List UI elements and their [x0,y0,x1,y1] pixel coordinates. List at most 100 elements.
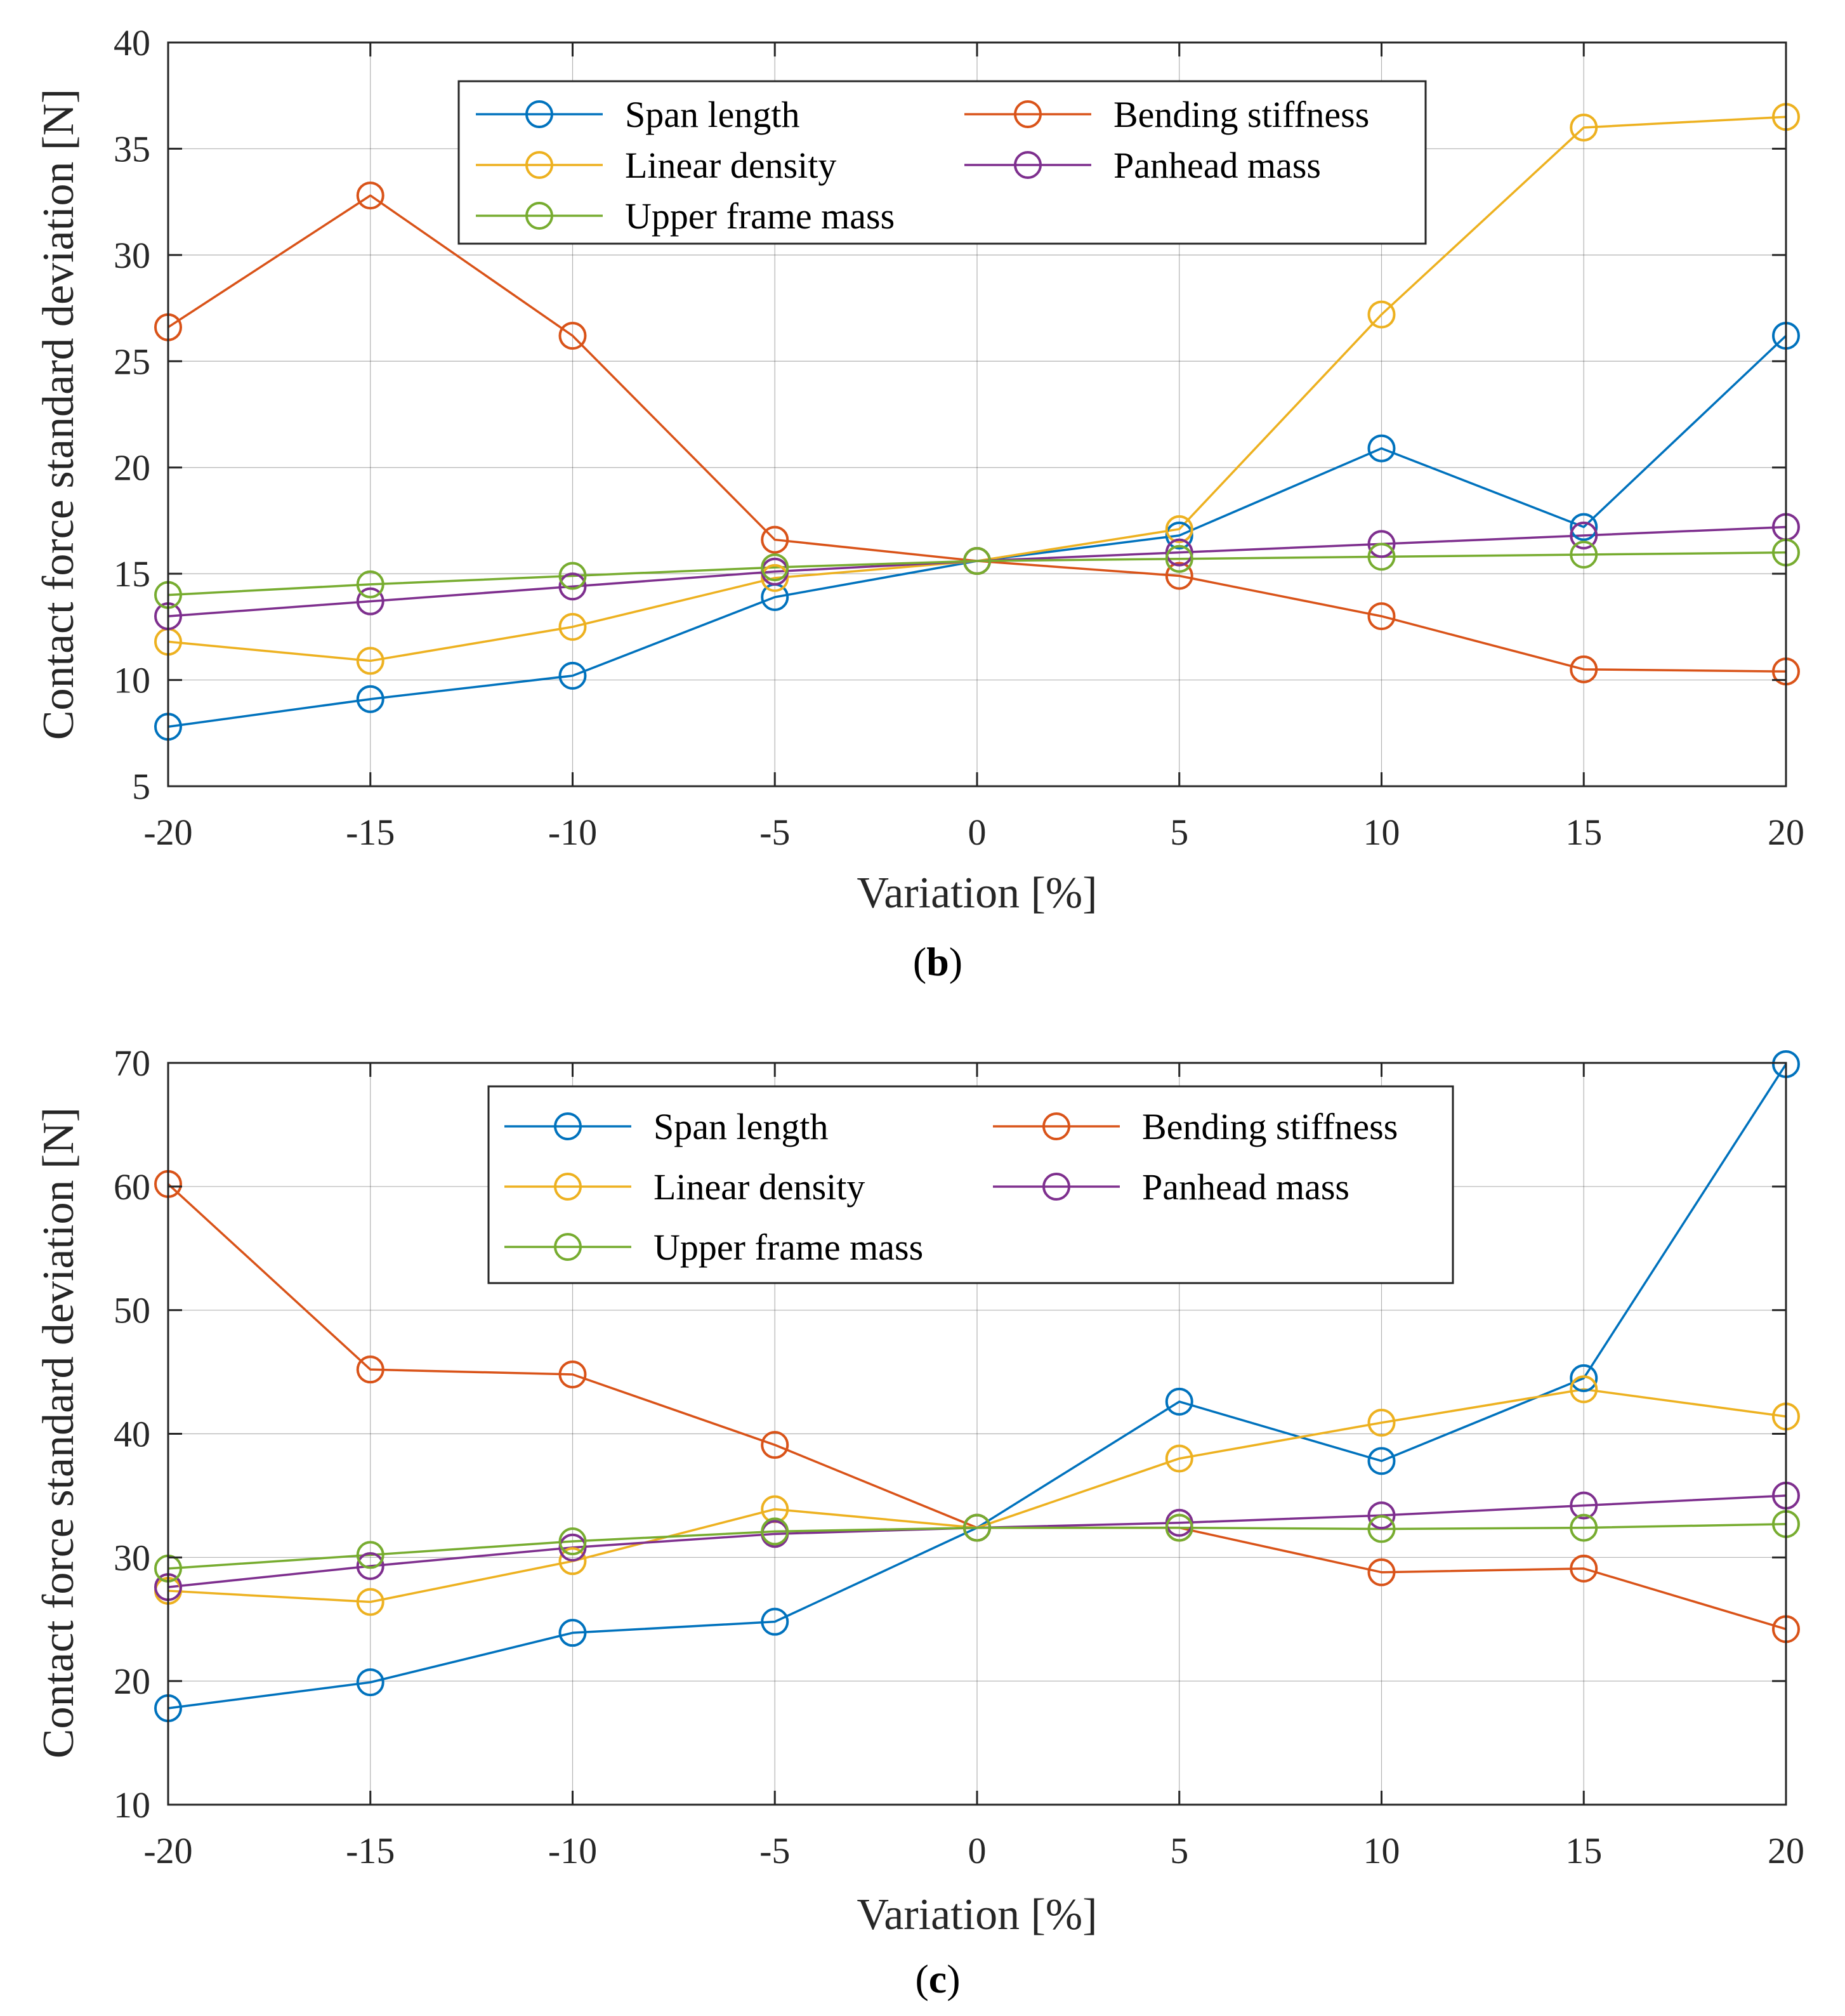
data-point-bending-stiffness [356,181,384,210]
data-point-linear-density [1367,300,1396,329]
data-point-linear-density [1165,515,1193,543]
y-axis-label-b: Contact force standard deviation [N] [34,89,83,740]
series-line-upper-frame-mass [167,551,1787,596]
data-point-panhead-mass [356,1552,384,1580]
x-tick-label: 5 [1170,812,1188,853]
data-point-upper-frame-mass [761,553,789,582]
legend-entry-bending-stiffness: Bending stiffness [964,94,1369,135]
x-tick-label: 0 [968,1830,987,1871]
y-tick-label: 10 [114,1784,150,1826]
legend-label-upper-frame-mass: Upper frame mass [625,195,895,237]
data-point-linear-density [761,563,789,592]
data-point-bending-stiffness [356,1355,384,1384]
data-point-linear-density [356,647,384,675]
data-point-bending-stiffness [558,322,587,350]
legend-marker-panhead-mass-c [1042,1173,1070,1201]
data-point-bending-stiffness [1570,655,1598,683]
legend-label-linear-density: Linear density [625,145,836,186]
y-tick-label: 60 [114,1166,150,1208]
data-point-bending-stiffness [1165,562,1193,590]
legend-label-panhead-mass: Panhead mass [1113,145,1321,186]
legend-entry-panhead-mass-c: Panhead mass [993,1166,1349,1208]
y-tick-label: 5 [132,766,150,807]
data-point-upper-frame-mass [1570,1513,1598,1542]
y-tick-label: 40 [114,22,150,63]
chart-panel-c: 10 20 30 40 50 60 70 -20 -15 -10 -5 0 5 10 15 20 Conta… [34,1043,1804,2001]
caption-b-close: ) [949,939,962,984]
data-point-upper-frame-mass [558,562,587,590]
x-tick-label: -10 [548,812,597,853]
caption-c: (c) [915,1956,960,2001]
data-point-bending-stiffness [558,1360,587,1388]
data-point-upper-frame-mass [963,547,991,576]
data-point-span-length [356,1668,384,1697]
legend-label-upper-frame-mass-c: Upper frame mass [653,1227,923,1268]
y-ticks-c: 10 20 30 40 50 60 70 [114,1043,1786,1826]
data-point-panhead-mass [1367,1501,1396,1530]
y-tick-label: 35 [114,128,150,169]
legend-marker-upper-frame-mass-c [554,1233,582,1261]
legend-marker-span-length [525,100,553,128]
x-axis-label-c: Variation [%] [857,1890,1097,1939]
legend-box-c [487,1085,1454,1284]
data-point-upper-frame-mass [558,1527,587,1556]
data-point-span-length [1367,434,1396,463]
y-tick-label: 70 [114,1043,150,1084]
data-point-upper-frame-mass [761,1517,789,1546]
data-point-upper-frame-mass [1367,1515,1396,1543]
legend-label-span-length-c: Span length [653,1106,828,1147]
x-tick-label: 5 [1170,1830,1188,1871]
data-point-bending-stiffness [761,1431,789,1459]
data-point-linear-density [356,1588,384,1616]
x-tick-label: 20 [1768,1830,1804,1871]
legend-marker-upper-frame-mass [525,202,553,230]
legend-marker-span-length-c [554,1112,582,1140]
x-ticks-c: -20 -15 -10 -5 0 5 10 15 20 [143,1063,1804,1871]
data-point-span-length [1570,1364,1598,1392]
series-group-b [154,103,1800,741]
legend-label-bending-stiffness: Bending stiffness [1113,94,1369,135]
y-tick-label: 15 [114,553,150,595]
data-point-panhead-mass [1570,1491,1598,1520]
data-point-linear-density [1165,1444,1193,1473]
x-tick-label: 20 [1768,812,1804,853]
legend-entry-linear-density: Linear density [476,145,836,186]
x-tick-label: -5 [759,1830,790,1871]
legend-b: Span length Bending stiffness Linear den… [457,80,1427,245]
legend-marker-linear-density-c [554,1173,582,1201]
x-tick-label: -20 [143,812,192,853]
data-point-linear-density [1570,113,1598,142]
x-tick-label: 10 [1363,1830,1400,1871]
y-tick-label: 20 [114,447,150,489]
legend-marker-panhead-mass [1014,151,1042,179]
data-point-linear-density [1570,1375,1598,1404]
data-point-span-length [761,1607,789,1636]
caption-c-close: ) [947,1956,960,2001]
data-point-upper-frame-mass [356,1541,384,1569]
data-point-span-length [1367,1447,1396,1475]
y-axis-label-c: Contact force standard deviation [N] [34,1107,83,1758]
legend-entry-bending-stiffness-c: Bending stiffness [993,1106,1398,1147]
data-point-bending-stiffness [1570,1554,1598,1583]
x-tick-label: 15 [1565,1830,1602,1871]
x-tick-label: -5 [759,812,790,853]
data-point-upper-frame-mass [963,1513,991,1542]
series-line-upper-frame-mass [167,1522,1787,1570]
y-tick-label: 50 [114,1290,150,1331]
legend-label-panhead-mass-c: Panhead mass [1142,1166,1349,1208]
legend-entry-panhead-mass: Panhead mass [964,145,1321,186]
legend-label-bending-stiffness-c: Bending stiffness [1142,1106,1398,1147]
series-group-c [154,1050,1800,1723]
legend-entry-span-length-c: Span length [504,1106,828,1147]
legend-marker-bending-stiffness [1014,100,1042,128]
x-ticks-b: -20 -15 -10 -5 0 5 10 15 20 [143,43,1804,853]
y-tick-label: 20 [114,1661,150,1702]
x-tick-label: -15 [346,812,395,853]
data-point-span-length [1165,1387,1193,1416]
x-tick-label: -15 [346,1830,395,1871]
data-point-upper-frame-mass [1570,541,1598,569]
data-point-bending-stiffness [761,525,789,554]
data-point-panhead-mass [1367,530,1396,558]
legend-entry-upper-frame-mass: Upper frame mass [476,195,895,237]
